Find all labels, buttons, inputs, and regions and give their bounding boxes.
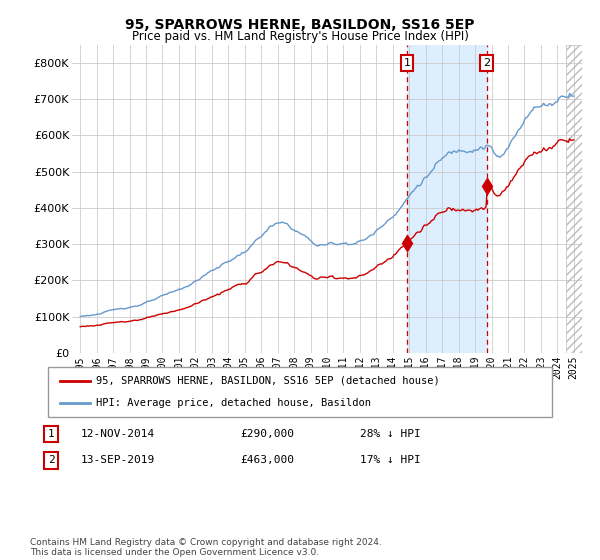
- Text: Contains HM Land Registry data © Crown copyright and database right 2024.
This d: Contains HM Land Registry data © Crown c…: [30, 538, 382, 557]
- Text: 13-SEP-2019: 13-SEP-2019: [81, 455, 155, 465]
- Text: 12-NOV-2014: 12-NOV-2014: [81, 429, 155, 439]
- Text: 2: 2: [47, 455, 55, 465]
- Bar: [407, 45, 487, 353]
- Text: £290,000: £290,000: [240, 429, 294, 439]
- Bar: [566, 45, 582, 353]
- Text: Price paid vs. HM Land Registry's House Price Index (HPI): Price paid vs. HM Land Registry's House …: [131, 30, 469, 43]
- Text: 95, SPARROWS HERNE, BASILDON, SS16 5EP: 95, SPARROWS HERNE, BASILDON, SS16 5EP: [125, 18, 475, 32]
- Text: 95, SPARROWS HERNE, BASILDON, SS16 5EP (detached house): 95, SPARROWS HERNE, BASILDON, SS16 5EP (…: [96, 376, 440, 386]
- Text: 2: 2: [483, 58, 490, 68]
- Text: 1: 1: [47, 429, 55, 439]
- Bar: [566, 45, 582, 353]
- Text: 17% ↓ HPI: 17% ↓ HPI: [360, 455, 421, 465]
- Text: 1: 1: [404, 58, 410, 68]
- Text: 28% ↓ HPI: 28% ↓ HPI: [360, 429, 421, 439]
- Text: £463,000: £463,000: [240, 455, 294, 465]
- Text: HPI: Average price, detached house, Basildon: HPI: Average price, detached house, Basi…: [96, 398, 371, 408]
